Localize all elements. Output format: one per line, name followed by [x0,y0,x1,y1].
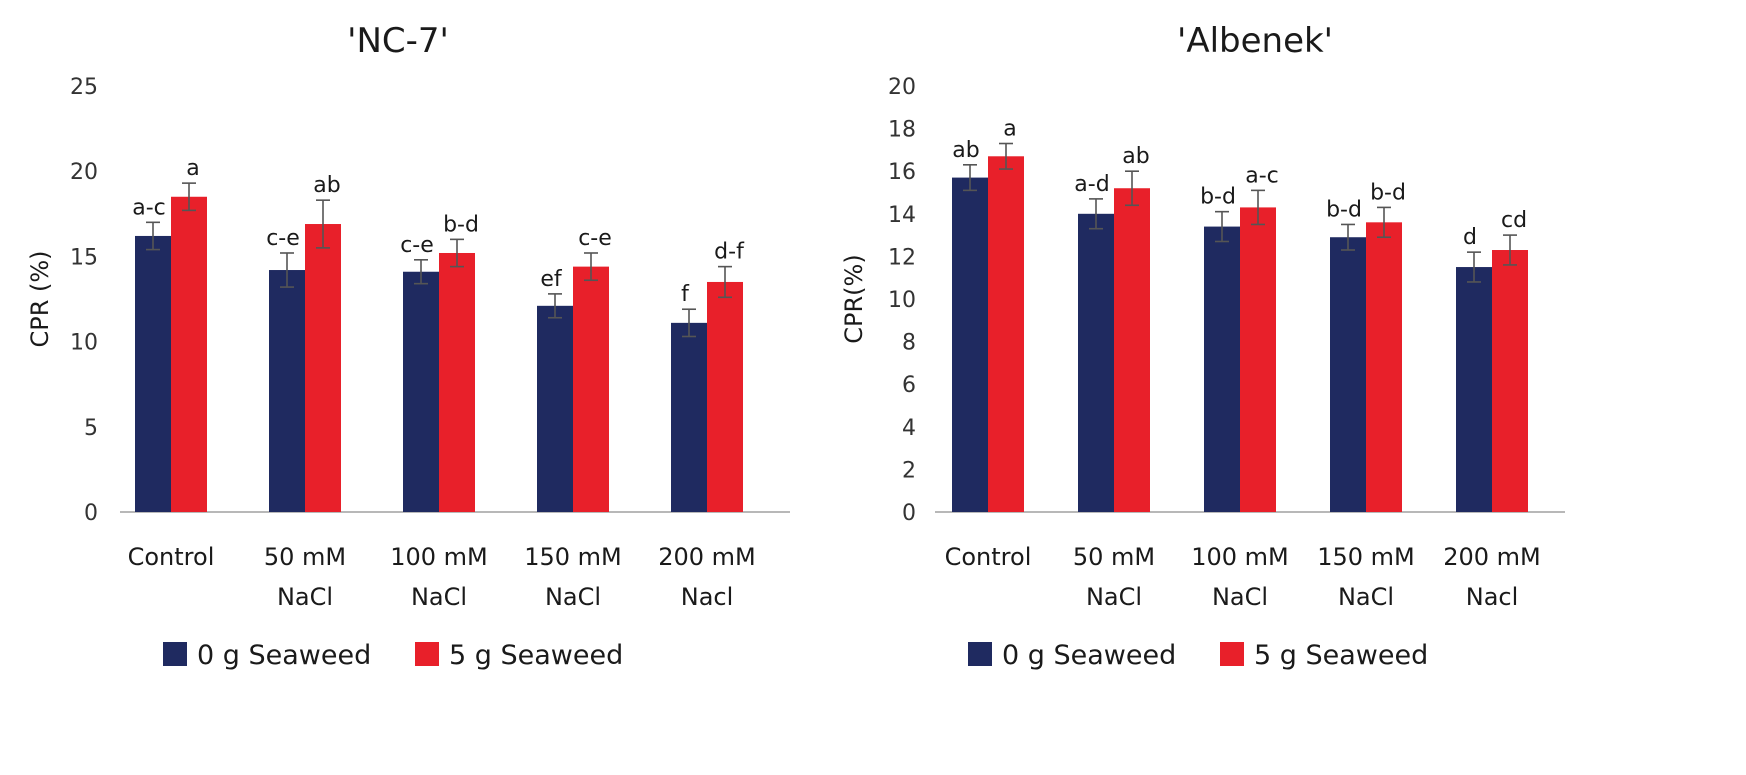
significance-letter: c-e [266,226,300,251]
x-tick-label: 50 mM [1073,543,1155,571]
x-tick-label: 100 mM [1191,543,1289,571]
bar-0g-1 [1078,213,1114,513]
bar-5g-1 [1114,188,1150,513]
legend-swatch-1 [415,642,439,666]
bar-5g-2 [439,252,475,512]
significance-letter: c-e [400,233,434,258]
bar-5g-0 [171,196,207,512]
significance-letter: c-e [578,226,612,251]
bar-0g-1 [269,270,305,512]
y-tick-label: 10 [70,331,98,356]
y-tick-label: 12 [888,245,916,270]
legend-swatch-0 [968,642,992,666]
x-tick-label: NaCl [1212,583,1268,611]
bar-5g-3 [1366,222,1402,512]
significance-letter: a-c [1245,163,1279,188]
x-tick-label: NaCl [1086,583,1142,611]
significance-letter: a-d [1074,172,1109,197]
y-tick-label: 10 [888,288,916,313]
bar-0g-0 [135,235,171,512]
x-tick-label: Control [128,543,215,571]
bar-5g-4 [707,281,743,512]
bar-0g-2 [403,271,439,512]
legend-swatch-1 [1220,642,1244,666]
significance-letter: d-f [714,240,745,265]
x-tick-label: 50 mM [264,543,346,571]
bar-0g-3 [537,305,573,512]
significance-letter: b-d [1326,197,1362,222]
bar-5g-3 [573,266,609,512]
x-tick-label: 150 mM [1317,543,1415,571]
legend-swatch-0 [163,642,187,666]
legend-label: 5 g Seaweed [449,640,623,671]
chart-nc7: 'NC-7' CPR (%) 0 5 10 15 20 25 a-c a Control c-e ab 5… [26,21,790,671]
bar-0g-4 [1456,267,1492,512]
x-tick-label: 150 mM [524,543,622,571]
x-tick-label: 200 mM [1443,543,1541,571]
y-axis-label: CPR (%) [26,250,54,347]
significance-letter: a [1003,117,1016,142]
y-tick-label: 15 [70,245,98,270]
bar-0g-2 [1204,226,1240,512]
x-tick-label: 200 mM [658,543,756,571]
bar-0g-0 [952,177,988,512]
significance-letter: ab [1122,144,1149,169]
significance-letter: b-d [443,212,479,237]
y-tick-label: 25 [70,75,98,100]
bar-5g-2 [1240,207,1276,512]
significance-letter: ab [952,138,979,163]
y-tick-label: 6 [902,373,916,398]
y-tick-label: 0 [84,501,98,526]
y-tick-label: 0 [902,501,916,526]
y-tick-label: 20 [888,75,916,100]
significance-letter: ab [313,173,340,198]
y-tick-label: 20 [70,160,98,185]
x-tick-label: NaCl [277,583,333,611]
y-tick-label: 2 [902,458,916,483]
y-tick-label: 18 [888,118,916,143]
bar-0g-4 [671,322,707,512]
y-tick-label: 5 [84,416,98,441]
legend-label: 0 g Seaweed [197,640,371,671]
y-tick-label: 8 [902,331,916,356]
x-tick-label: 100 mM [390,543,488,571]
x-tick-label: Nacl [1466,583,1519,611]
chart-title: 'NC-7' [347,21,449,61]
significance-letter: f [681,282,690,307]
y-tick-label: 16 [888,160,916,185]
significance-letter: b-d [1370,180,1406,205]
significance-letter: d [1463,225,1477,250]
y-axis-label: CPR(%) [840,254,868,343]
y-tick-label: 14 [888,203,916,228]
x-tick-label: Control [945,543,1032,571]
significance-letter: b-d [1200,185,1236,210]
chart-title: 'Albenek' [1177,21,1333,61]
x-tick-label: Nacl [681,583,734,611]
x-tick-label: NaCl [411,583,467,611]
x-tick-label: NaCl [1338,583,1394,611]
significance-letter: a-c [132,195,166,220]
significance-letter: ef [540,267,563,292]
legend-label: 5 g Seaweed [1254,640,1428,671]
significance-letter: cd [1501,208,1527,233]
y-tick-label: 4 [902,416,916,441]
bar-5g-0 [988,156,1024,513]
bar-0g-3 [1330,237,1366,513]
significance-letter: a [186,156,199,181]
bar-5g-1 [305,224,341,513]
x-tick-label: NaCl [545,583,601,611]
bar-5g-4 [1492,250,1528,512]
chart-albenek: 'Albenek'CPR(%)02468101214161820abaContr… [840,21,1565,671]
legend-label: 0 g Seaweed [1002,640,1176,671]
